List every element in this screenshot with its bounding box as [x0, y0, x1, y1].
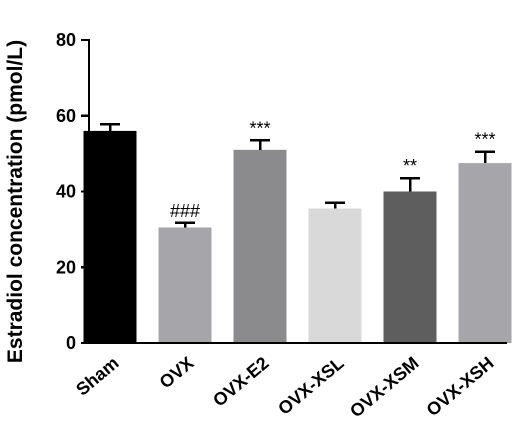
significance-label-ovx-xsm: **	[403, 156, 417, 176]
y-tick-label-80: 80	[56, 30, 76, 50]
y-tick-label-0: 0	[66, 333, 76, 353]
x-tick-label-ovx-e2: OVX-E2	[209, 353, 272, 411]
annotations-layer: ###********	[170, 118, 496, 221]
x-tick-label-ovx: OVX	[156, 353, 198, 393]
y-tick-label-20: 20	[56, 257, 76, 277]
significance-label-ovx-e2: ***	[249, 118, 270, 138]
significance-label-ovx-xsh: ***	[474, 130, 495, 150]
bar-ovx-e2	[233, 149, 287, 343]
y-tick-label-40: 40	[56, 182, 76, 202]
bars-layer	[83, 130, 512, 343]
bar-sham	[83, 130, 137, 343]
x-tick-label-sham: Sham	[72, 353, 122, 400]
bar-ovx-xsm	[383, 191, 437, 343]
error-bars-layer	[100, 122, 495, 228]
bar-ovx-xsl	[308, 208, 362, 343]
axes-layer	[81, 38, 507, 345]
y-tick-label-60: 60	[56, 106, 76, 126]
bar-ovx-xsh	[458, 163, 512, 343]
x-tick-label-ovx-xsl: OVX-XSL	[274, 353, 347, 419]
x-tick-label-ovx-xsm: OVX-XSM	[346, 353, 422, 422]
y-axis-label: Estradiol concentration (pmol/L)	[4, 40, 27, 363]
bar-ovx	[158, 227, 212, 343]
significance-label-ovx: ###	[170, 201, 200, 221]
x-tick-label-ovx-xsh: OVX-XSH	[423, 353, 498, 420]
